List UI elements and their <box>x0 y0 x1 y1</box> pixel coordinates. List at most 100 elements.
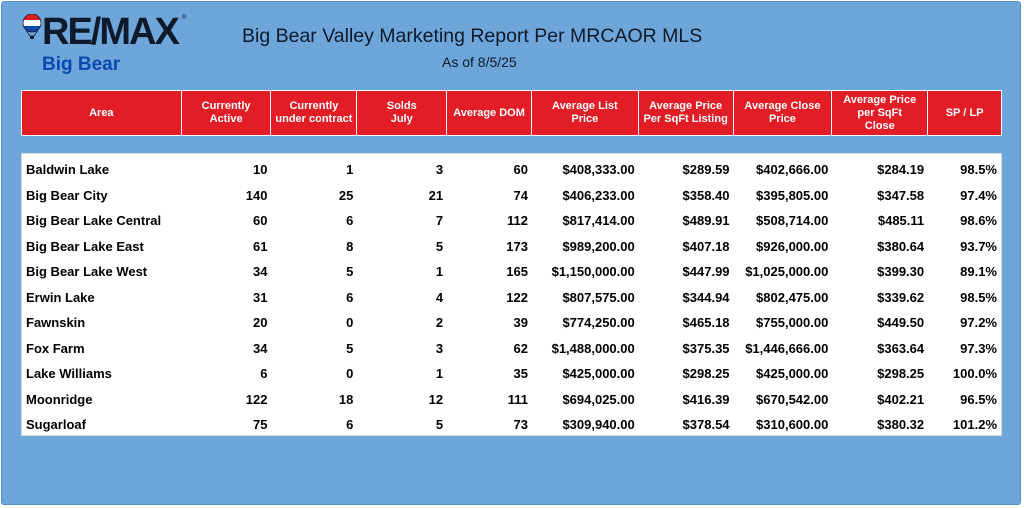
table-cell: $339.62 <box>877 289 925 305</box>
table-cell: 0 <box>346 315 354 331</box>
table-cell: 5 <box>435 238 444 254</box>
table-header: Area Currently Active Currently under cont… <box>21 90 1002 136</box>
column-header: Average List Price <box>532 91 639 135</box>
table-cell: 6 <box>346 417 354 433</box>
table-cell: 7 <box>435 213 444 229</box>
remax-logo: RE/MAX ® Big Bear <box>22 11 192 81</box>
table-row: Fawnskin 20 0 2 39 $774,250.00 $465.18 $755,000… <box>22 310 1001 336</box>
area-name-cell: Lake Williams <box>26 366 112 382</box>
table-row: Baldwin Lake 10 1 3 60 $408,333.00 $289.59 $402… <box>22 157 1001 183</box>
table-cell: 8 <box>346 238 354 254</box>
data-table: Baldwin Lake 10 1 3 60 $408,333.00 $289.59 $402… <box>21 153 1002 436</box>
table-cell: $1,488,000.00 <box>551 340 635 356</box>
table-cell: $926,000.00 <box>756 238 829 254</box>
table-cell: 60 <box>513 162 528 178</box>
table-cell: $1,150,000.00 <box>551 264 635 280</box>
table-cell: 165 <box>506 264 528 280</box>
table-cell: $465.18 <box>682 315 730 331</box>
table-cell: 1 <box>435 264 444 280</box>
table-cell: $1,446,666.00 <box>745 340 829 356</box>
column-header: Average Price Per SqFt Listing <box>639 91 734 135</box>
table-cell: 39 <box>513 315 528 331</box>
table-cell: $670,542.00 <box>756 391 829 407</box>
table-cell: $378.54 <box>682 417 730 433</box>
table-cell: 97.3% <box>960 340 997 356</box>
table-row: Big Bear Lake Central 60 6 7 112 $817,414.00 $… <box>22 208 1001 234</box>
column-header: Solds July <box>357 91 448 135</box>
table-cell: $817,414.00 <box>562 213 635 229</box>
table-cell: $489.91 <box>682 213 730 229</box>
table-cell: 5 <box>346 264 354 280</box>
table-cell: $380.32 <box>877 417 925 433</box>
table-cell: $358.40 <box>682 187 730 203</box>
table-cell: 2 <box>435 315 444 331</box>
column-header: Currently Active <box>182 91 272 135</box>
table-cell: 122 <box>506 289 528 305</box>
area-name-cell: Big Bear Lake West <box>26 264 148 280</box>
table-cell: $447.99 <box>682 264 730 280</box>
table-cell: 10 <box>253 162 268 178</box>
table-cell: 62 <box>513 340 528 356</box>
table-cell: $449.50 <box>877 315 925 331</box>
table-cell: $407.18 <box>682 238 730 254</box>
table-cell: $755,000.00 <box>756 315 829 331</box>
table-cell: 18 <box>338 391 354 407</box>
table-cell: $380.64 <box>877 238 925 254</box>
table-cell: $408,333.00 <box>562 162 635 178</box>
report-date: As of 8/5/25 <box>442 54 517 70</box>
table-cell: 3 <box>435 162 444 178</box>
table-cell: $508,714.00 <box>756 213 829 229</box>
table-cell: 98.5% <box>960 162 997 178</box>
logo-trademark: ® <box>182 15 187 21</box>
table-cell: $284.19 <box>877 162 925 178</box>
column-header: Average Close Price <box>734 91 833 135</box>
table-cell: $375.35 <box>682 340 730 356</box>
table-cell: 111 <box>507 391 528 407</box>
table-cell: $347.58 <box>877 187 925 203</box>
area-name-cell: Erwin Lake <box>26 289 95 305</box>
table-cell: 96.5% <box>960 391 997 407</box>
column-header: Average Price per SqFt Close <box>832 91 929 135</box>
table-cell: $402,666.00 <box>756 162 829 178</box>
table-cell: 4 <box>435 289 444 305</box>
table-cell: $989,200.00 <box>562 238 635 254</box>
report-title: Big Bear Valley Marketing Report Per MRC… <box>242 25 703 47</box>
table-cell: $485.11 <box>877 213 925 229</box>
hot-air-balloon-icon <box>22 14 42 39</box>
table-cell: $298.25 <box>682 366 730 382</box>
table-cell: $425,000.00 <box>562 366 635 382</box>
table-cell: 97.4% <box>960 187 997 203</box>
table-cell: $344.94 <box>682 289 730 305</box>
table-cell: 34 <box>253 264 268 280</box>
table-row: Lake Williams 6 0 1 35 $425,000.00 $298.25 $425… <box>22 361 1001 387</box>
table-cell: 73 <box>513 417 528 433</box>
column-header: Currently under contract <box>271 91 358 135</box>
table-cell: 1 <box>435 366 444 382</box>
area-name-cell: Fawnskin <box>26 315 86 331</box>
table-cell: 89.1% <box>960 264 997 280</box>
table-cell: 100.0% <box>952 366 997 382</box>
table-cell: $363.64 <box>877 340 925 356</box>
table-cell: $425,000.00 <box>756 366 829 382</box>
table-cell: 35 <box>513 366 528 382</box>
table-cell: $802,475.00 <box>756 289 829 305</box>
table-cell: 34 <box>253 340 268 356</box>
table-cell: 31 <box>253 289 268 305</box>
table-cell: 25 <box>338 187 354 203</box>
table-cell: 0 <box>346 366 354 382</box>
table-cell: $395,805.00 <box>756 187 829 203</box>
column-header: Average DOM <box>447 91 532 135</box>
table-cell: $309,940.00 <box>562 417 635 433</box>
table-cell: 112 <box>506 213 528 229</box>
table-cell: 140 <box>245 187 268 203</box>
table-cell: 98.5% <box>960 289 997 305</box>
table-cell: 12 <box>428 391 444 407</box>
table-row: Fox Farm 34 5 3 62 $1,488,000.00 $375.35 $1,446… <box>22 336 1001 362</box>
table-cell: 3 <box>435 340 444 356</box>
table-cell: $399.30 <box>877 264 925 280</box>
table-cell: 5 <box>346 340 354 356</box>
table-cell: 6 <box>260 366 268 382</box>
area-name-cell: Big Bear Lake Central <box>26 213 162 229</box>
table-cell: $774,250.00 <box>562 315 635 331</box>
column-header: Area <box>22 91 182 135</box>
